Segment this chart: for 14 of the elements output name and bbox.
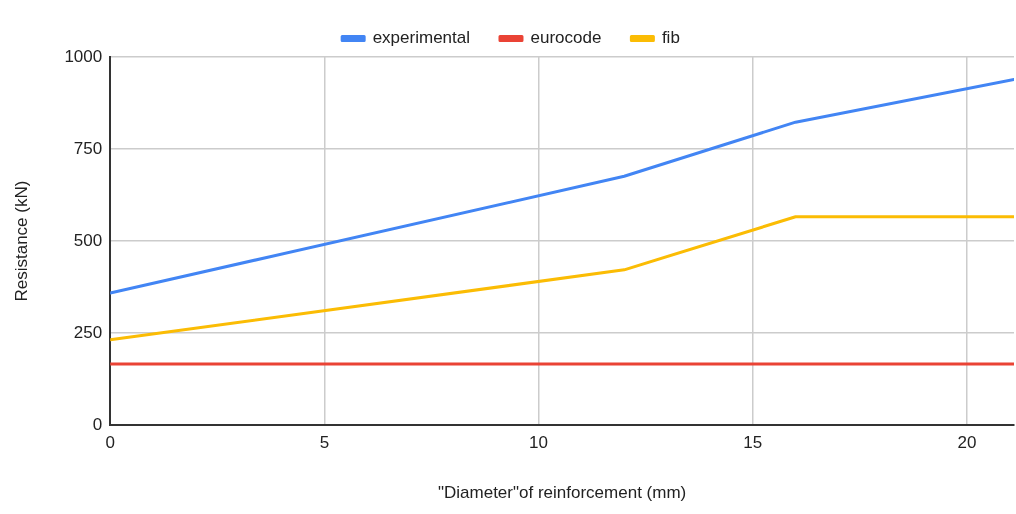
legend-label: fib: [661, 28, 680, 48]
x-tick-label: 5: [319, 433, 330, 453]
x-tick-label: 10: [529, 433, 549, 453]
y-tick-label: 500: [73, 230, 103, 250]
x-tick-label: 15: [743, 433, 763, 453]
y-tick-label: 0: [92, 414, 103, 434]
x-tick-label: 20: [957, 433, 977, 453]
y-tick-label: 750: [73, 138, 103, 158]
x-axis-title: "Diameter"of reinforcement (mm): [437, 483, 687, 503]
y-tick-label: 1000: [64, 46, 103, 66]
y-tick-label: 250: [73, 322, 103, 342]
y-axis-title: Resistance (kN): [11, 180, 31, 302]
legend-label: eurocode: [530, 28, 602, 48]
legend-label: experimental: [372, 28, 470, 48]
